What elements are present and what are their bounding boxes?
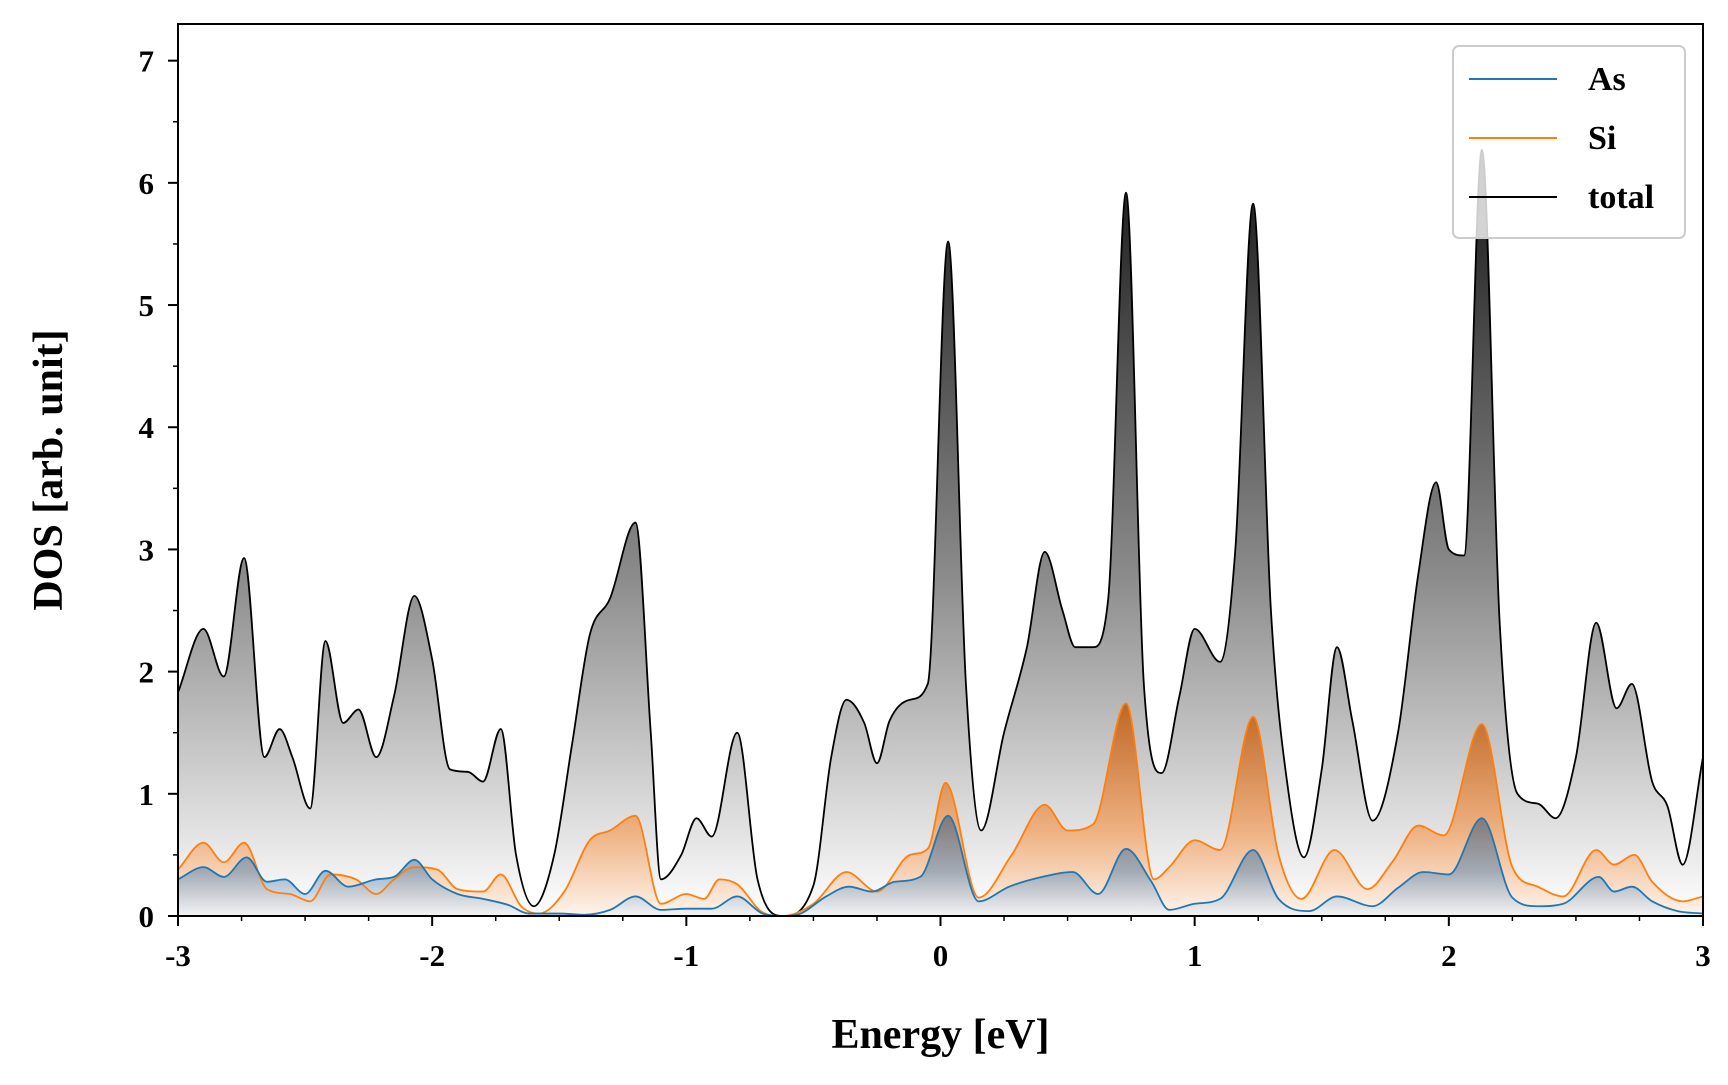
- legend-label-si: Si: [1588, 120, 1616, 157]
- series-line-as: [178, 814, 1703, 916]
- series-fill-si: [178, 703, 1703, 916]
- y-tick-label: 1: [139, 777, 155, 812]
- legend-label-total: total: [1588, 179, 1654, 216]
- x-tick-label: 0: [933, 938, 949, 973]
- series-fills: [178, 149, 1703, 916]
- y-tick-label: 7: [139, 44, 155, 79]
- legend-box: [1452, 45, 1686, 239]
- y-tick-label: 2: [139, 655, 155, 690]
- x-tick-label: 1: [1187, 938, 1203, 973]
- series-line-si: [178, 702, 1703, 916]
- x-tick-label: 3: [1695, 938, 1711, 973]
- x-tick-label: 2: [1441, 938, 1457, 973]
- series-line-total: [178, 148, 1703, 916]
- x-tick-label: -2: [419, 938, 445, 973]
- legend-label-as: As: [1588, 61, 1626, 98]
- series-fill-total: [178, 149, 1703, 916]
- legend: As Si total: [1452, 45, 1686, 239]
- y-tick-label: 3: [139, 532, 155, 567]
- series-lines: [178, 148, 1703, 916]
- y-axis-label: DOS [arb. unit]: [26, 329, 72, 610]
- y-tick-label: 4: [139, 410, 155, 445]
- axes: -3 -2 -1 0 1 2 3 0 1 2 3 4 5 6 7 Energy [eV] DOS [arb. u…: [26, 23, 1711, 1058]
- x-tick-label: -1: [673, 938, 699, 973]
- x-axis-label: Energy [eV]: [831, 1012, 1049, 1058]
- series-fill-as: [178, 815, 1703, 916]
- y-tick-label: 6: [139, 166, 155, 201]
- y-tick-label: 0: [139, 899, 155, 934]
- x-tick-label: -3: [165, 938, 191, 973]
- y-tick-label: 5: [139, 288, 155, 323]
